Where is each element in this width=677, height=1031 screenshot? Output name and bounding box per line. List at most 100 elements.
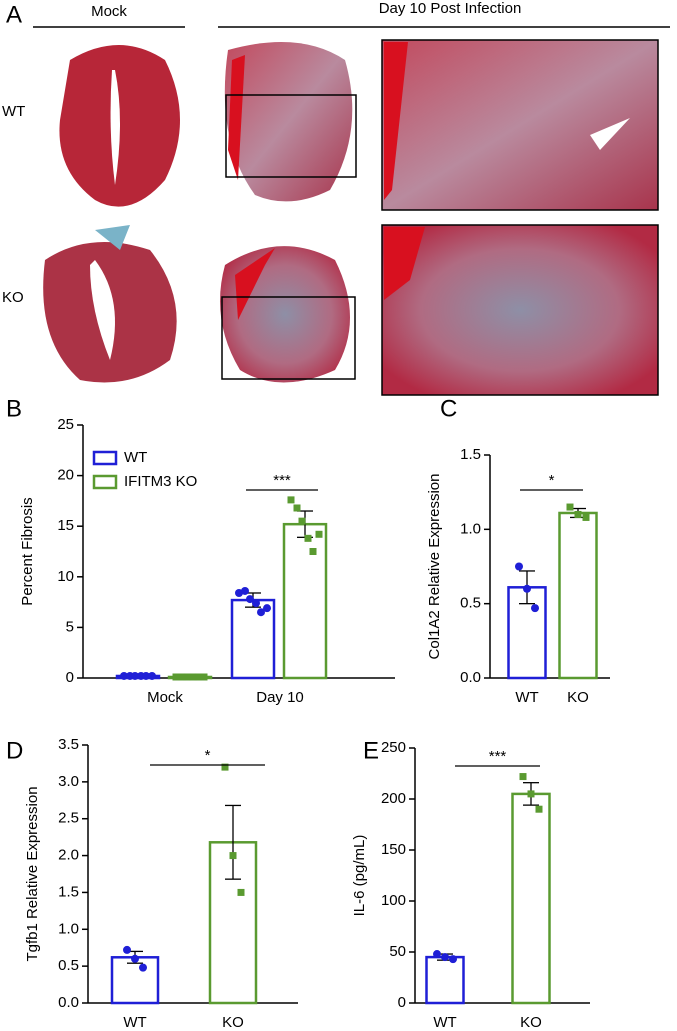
bar xyxy=(425,955,465,1005)
data-point xyxy=(221,763,229,771)
y-tick-label: 0.0 xyxy=(58,994,79,1011)
data-point xyxy=(257,608,265,617)
x-tick-label: WT xyxy=(433,1014,456,1031)
data-point xyxy=(582,513,590,521)
bar xyxy=(230,598,276,680)
panel-label: A xyxy=(6,1,22,28)
data-point xyxy=(131,671,139,680)
x-tick-label: KO xyxy=(222,1014,244,1031)
heart-image xyxy=(224,42,353,202)
zoom-image xyxy=(381,224,659,396)
y-tick-label: 2.5 xyxy=(58,810,79,827)
bar xyxy=(511,792,551,1005)
data-point xyxy=(298,517,306,525)
data-point xyxy=(120,671,128,680)
column-header: Mock xyxy=(91,3,127,20)
y-tick-label: 3.5 xyxy=(58,736,79,753)
legend-swatch xyxy=(92,450,118,466)
data-point xyxy=(287,496,295,504)
x-tick-label: WT xyxy=(515,689,538,706)
data-point xyxy=(252,599,260,608)
zoom-image xyxy=(381,39,659,211)
y-tick-label: 25 xyxy=(57,416,74,433)
data-point xyxy=(148,671,156,680)
y-tick-label: 1.0 xyxy=(58,920,79,937)
y-axis-title: IL-6 (pg/mL) xyxy=(351,835,368,917)
data-point xyxy=(235,588,243,597)
y-tick-label: 200 xyxy=(381,790,406,807)
legend-swatch xyxy=(92,474,118,490)
significance-label: * xyxy=(549,472,555,489)
y-tick-label: 1.5 xyxy=(460,446,481,463)
x-tick-label: KO xyxy=(567,689,589,706)
y-tick-label: 250 xyxy=(381,739,406,756)
y-tick-label: 0 xyxy=(66,669,74,686)
bar xyxy=(282,522,328,680)
y-tick-label: 0.5 xyxy=(460,595,481,612)
heart-wall xyxy=(228,55,245,180)
data-point xyxy=(535,805,543,813)
data-point xyxy=(315,530,323,538)
row-label: KO xyxy=(2,289,24,306)
panel-label: E xyxy=(363,737,379,764)
data-point xyxy=(229,852,237,860)
data-point xyxy=(172,673,180,681)
y-axis-title: Percent Fibrosis xyxy=(19,497,36,605)
panel-label: C xyxy=(440,395,457,422)
data-point xyxy=(309,548,317,555)
data-point xyxy=(183,673,191,681)
heart-wall xyxy=(384,42,408,200)
data-point xyxy=(574,510,582,518)
data-point xyxy=(263,604,271,613)
heart-cavity xyxy=(590,118,630,150)
y-tick-label: 3.0 xyxy=(58,773,79,790)
significance-label: *** xyxy=(489,748,507,765)
zoom-box xyxy=(225,94,357,178)
data-point xyxy=(566,503,574,511)
legend-label: IFITM3 KO xyxy=(124,473,197,490)
zoom-box xyxy=(221,296,356,380)
x-tick-label: WT xyxy=(123,1014,146,1031)
x-tick-label: KO xyxy=(520,1014,542,1031)
data-point xyxy=(293,504,301,512)
y-tick-label: 1.0 xyxy=(460,520,481,537)
data-point xyxy=(515,562,523,571)
y-tick-label: 0 xyxy=(398,994,406,1011)
significance-label: * xyxy=(205,747,211,764)
data-point xyxy=(237,888,245,896)
y-tick-label: 100 xyxy=(381,892,406,909)
y-tick-label: 5 xyxy=(66,618,74,635)
data-point xyxy=(433,950,441,959)
legend-label: WT xyxy=(124,449,147,466)
data-point xyxy=(531,604,539,613)
data-point xyxy=(178,673,186,681)
data-point xyxy=(304,534,312,542)
y-tick-label: 150 xyxy=(381,841,406,858)
y-tick-label: 50 xyxy=(389,943,406,960)
heart-cavity xyxy=(90,260,115,360)
data-point xyxy=(523,584,531,593)
y-tick-label: 1.5 xyxy=(58,883,79,900)
x-tick-label: Day 10 xyxy=(256,689,304,706)
data-point xyxy=(142,671,150,680)
significance-label: *** xyxy=(273,472,291,489)
panel-label: B xyxy=(6,395,22,422)
x-tick-label: Mock xyxy=(147,689,183,706)
y-tick-label: 2.0 xyxy=(58,847,79,864)
y-tick-label: 0.5 xyxy=(58,957,79,974)
data-point xyxy=(441,953,449,962)
y-axis-title: Tgfb1 Relative Expression xyxy=(24,786,41,961)
bar xyxy=(110,956,160,1005)
panel-a: A Mock Day 10 Post Infection WT KO xyxy=(2,0,670,396)
data-point xyxy=(123,945,131,954)
data-point xyxy=(449,955,457,964)
data-point xyxy=(194,673,202,681)
data-point xyxy=(246,595,254,604)
y-tick-label: 20 xyxy=(57,467,74,484)
y-tick-label: 15 xyxy=(57,517,74,534)
heart-cavity xyxy=(110,70,120,185)
data-point xyxy=(527,790,535,798)
data-point xyxy=(241,586,249,595)
heart-wall xyxy=(384,227,425,300)
